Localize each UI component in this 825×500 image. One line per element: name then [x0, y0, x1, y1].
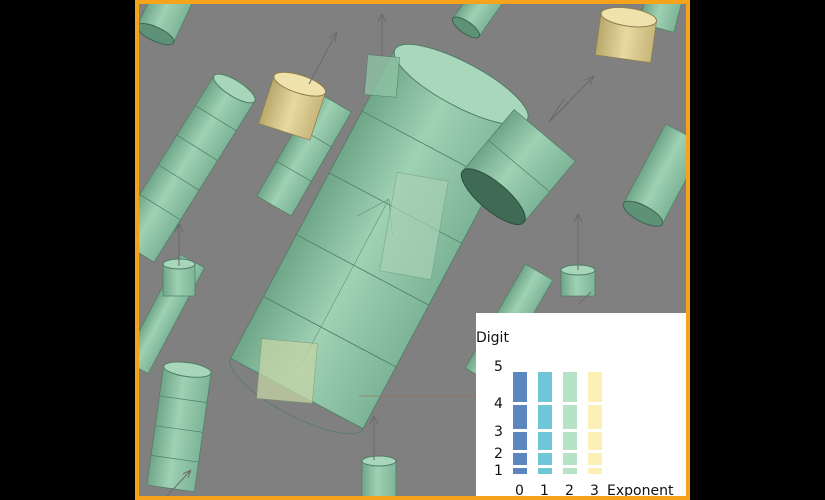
legend-swatch-exp0-digit3 [513, 432, 527, 450]
cylinder-right-upper [460, 109, 576, 226]
legend-swatch-exp0-digit2 [513, 453, 527, 465]
legend-swatch-exp0-digit5 [513, 372, 527, 402]
legend-swatch-exp3-digit1 [588, 468, 602, 474]
cylinder-top-center [451, 4, 505, 39]
cylinder-right-edge [622, 123, 686, 227]
legend-digit-label-1: 1 [494, 463, 503, 479]
legend-swatch-exp2-digit1 [563, 468, 577, 474]
legend-swatch-exp2-digit3 [563, 432, 577, 450]
render-viewport[interactable]: Digit 5 4 3 2 1 0 1 2 3 Exponent [135, 0, 690, 500]
cylinder-left-long [139, 73, 256, 263]
legend-swatch-exp3-digit4 [588, 405, 602, 429]
legend-swatch-exp1-digit3 [538, 432, 552, 450]
legend-swatch-exp1-digit5 [538, 372, 552, 402]
legend-swatch-exp2-digit4 [563, 405, 577, 429]
cylinder-scene [139, 4, 686, 496]
legend-exponent-label-2: 2 [565, 483, 574, 499]
cylinder-bottom-left [146, 361, 212, 493]
cylinder-mid-left [256, 91, 352, 217]
legend-swatch-exp1-digit1 [538, 468, 552, 474]
legend-digit-label-5: 5 [494, 359, 503, 375]
legend-exponent-label-1: 1 [540, 483, 549, 499]
legend-y-title: Digit [476, 330, 509, 346]
cylinder-tan-top [258, 71, 327, 141]
legend-exponent-label-0: 0 [515, 483, 524, 499]
legend-panel: Digit 5 4 3 2 1 0 1 2 3 Exponent [476, 313, 686, 496]
legend-swatch-exp0-digit4 [513, 405, 527, 429]
cylinder-tan-top-right [594, 6, 658, 64]
legend-swatch-exp1-digit4 [538, 405, 552, 429]
legend-swatch-exp2-digit2 [563, 453, 577, 465]
legend-swatch-exp1-digit2 [538, 453, 552, 465]
legend-swatch-exp3-digit3 [588, 432, 602, 450]
cylinder-inner-bottom [256, 338, 318, 404]
arrow-glyphs [166, 13, 595, 496]
legend-swatch-exp0-digit1 [513, 468, 527, 474]
legend-digit-label-4: 4 [494, 396, 503, 412]
legend-digit-label-2: 2 [494, 446, 503, 462]
legend-swatch-exp3-digit2 [588, 453, 602, 465]
cylinder-top-left [139, 4, 196, 46]
cylinder-inner-right [379, 171, 449, 281]
legend-digit-label-3: 3 [494, 424, 503, 440]
legend-swatch-grid [513, 372, 602, 474]
legend-swatch-exp2-digit5 [563, 372, 577, 402]
cylinder-small-bottom [361, 455, 397, 496]
legend-swatch-exp3-digit5 [588, 372, 602, 402]
legend-x-title: Exponent [607, 483, 674, 499]
legend-exponent-label-3: 3 [590, 483, 599, 499]
cylinder-large-center [229, 43, 529, 435]
cylinder-inner-top [363, 54, 401, 98]
